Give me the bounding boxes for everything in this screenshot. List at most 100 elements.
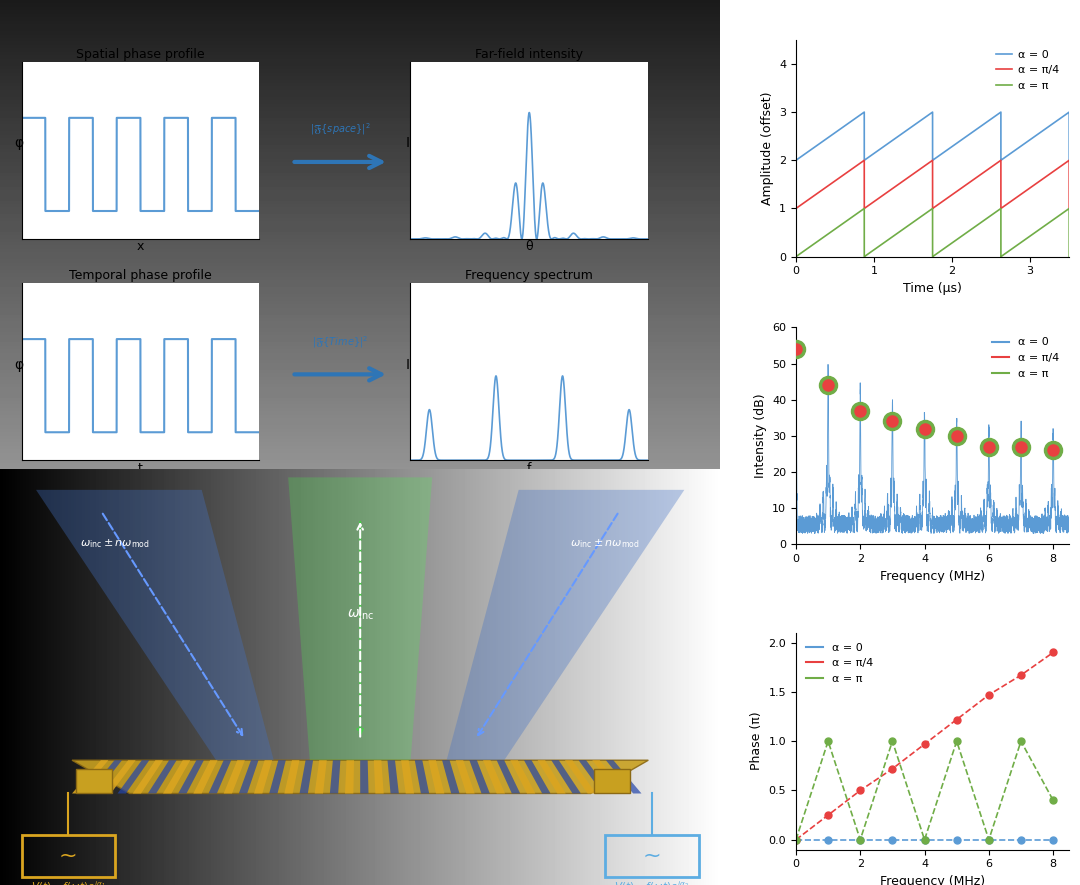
Text: $|\mathfrak{F}\{Time\}|^2$: $|\mathfrak{F}\{Time\}|^2$ — [312, 334, 368, 350]
α = π/4 — [1063, 204, 1076, 214]
Text: ~: ~ — [59, 846, 78, 866]
X-axis label: x: x — [137, 241, 144, 253]
α = 0 — [791, 154, 804, 165]
Text: $\omega_\mathrm{inc}\pm n\omega_\mathrm{mod}$: $\omega_\mathrm{inc}\pm n\omega_\mathrm{… — [570, 537, 640, 550]
Polygon shape — [388, 760, 399, 794]
Polygon shape — [163, 760, 190, 794]
α = π/4 — [800, 196, 813, 206]
Polygon shape — [208, 760, 231, 794]
Polygon shape — [269, 760, 286, 794]
Polygon shape — [374, 760, 383, 794]
α = 0 — [1049, 117, 1062, 127]
α = 0 — [1063, 155, 1076, 165]
X-axis label: Time (μs): Time (μs) — [903, 282, 962, 295]
Polygon shape — [538, 760, 566, 794]
Polygon shape — [360, 760, 368, 794]
Polygon shape — [288, 477, 432, 760]
α = π — [923, 205, 936, 216]
Legend: α = 0, α = π/4, α = π: α = 0, α = π/4, α = π — [801, 638, 877, 689]
α = π — [791, 250, 804, 261]
Polygon shape — [254, 760, 272, 794]
Polygon shape — [401, 760, 414, 794]
Polygon shape — [415, 760, 429, 794]
Title: Temporal phase profile: Temporal phase profile — [69, 269, 212, 282]
Line: α = 0: α = 0 — [796, 112, 1069, 160]
Text: $V(t) = f(\omega t)e^{i\alpha_1}$: $V(t) = f(\omega t)e^{i\alpha_1}$ — [31, 879, 106, 885]
Polygon shape — [551, 760, 581, 794]
α = π — [843, 213, 856, 224]
Polygon shape — [72, 760, 648, 794]
Y-axis label: I: I — [406, 358, 409, 372]
X-axis label: θ: θ — [526, 241, 534, 253]
Text: $V(t) = f(\omega t)e^{i\alpha_2}$: $V(t) = f(\omega t)e^{i\alpha_2}$ — [615, 879, 689, 885]
Y-axis label: Intensity (dB): Intensity (dB) — [754, 394, 767, 478]
Bar — [605, 835, 699, 877]
Polygon shape — [72, 760, 108, 794]
Polygon shape — [442, 760, 459, 794]
α = π — [800, 243, 813, 254]
Title: Far-field intensity: Far-field intensity — [475, 48, 583, 61]
Polygon shape — [511, 760, 536, 794]
X-axis label: f: f — [527, 462, 531, 474]
α = π — [1049, 213, 1062, 224]
Polygon shape — [579, 760, 611, 794]
α = π — [806, 240, 819, 250]
α = π/4 — [791, 203, 804, 213]
α = 0 — [800, 147, 813, 158]
Y-axis label: φ: φ — [14, 136, 24, 150]
Bar — [76, 768, 111, 794]
Polygon shape — [456, 760, 475, 794]
Bar — [22, 835, 116, 877]
Polygon shape — [483, 760, 505, 794]
α = π/4 — [789, 204, 802, 214]
Polygon shape — [103, 760, 136, 794]
Polygon shape — [329, 760, 340, 794]
Polygon shape — [565, 760, 596, 794]
Polygon shape — [524, 760, 551, 794]
Polygon shape — [497, 760, 521, 794]
X-axis label: Frequency (MHz): Frequency (MHz) — [880, 570, 985, 582]
Title: Spatial phase profile: Spatial phase profile — [77, 48, 205, 61]
Polygon shape — [148, 760, 177, 794]
α = π/4 — [995, 155, 1008, 165]
X-axis label: Frequency (MHz): Frequency (MHz) — [880, 875, 985, 885]
Polygon shape — [224, 760, 245, 794]
Polygon shape — [592, 760, 626, 794]
α = 0 — [843, 117, 856, 127]
Y-axis label: Amplitude (offset): Amplitude (offset) — [760, 91, 773, 205]
Polygon shape — [299, 760, 313, 794]
Polygon shape — [118, 760, 149, 794]
Polygon shape — [447, 490, 685, 760]
Y-axis label: I: I — [406, 136, 409, 150]
Polygon shape — [36, 490, 273, 760]
Polygon shape — [239, 760, 258, 794]
Text: $\omega_\mathrm{inc}$: $\omega_\mathrm{inc}$ — [347, 607, 374, 622]
α = 0 — [806, 143, 819, 154]
Text: ~: ~ — [643, 846, 661, 866]
α = π — [789, 251, 802, 262]
α = π — [995, 204, 1008, 214]
Bar — [594, 768, 631, 794]
Polygon shape — [345, 760, 354, 794]
Polygon shape — [178, 760, 204, 794]
Polygon shape — [470, 760, 490, 794]
X-axis label: t: t — [138, 462, 143, 474]
Polygon shape — [314, 760, 327, 794]
Y-axis label: φ: φ — [14, 358, 24, 372]
α = π/4 — [806, 192, 819, 203]
Legend: α = 0, α = π/4, α = π: α = 0, α = π/4, α = π — [991, 45, 1064, 96]
Line: α = π/4: α = π/4 — [796, 160, 1069, 209]
Polygon shape — [193, 760, 217, 794]
Text: $|\mathfrak{F}\{space\}|^2$: $|\mathfrak{F}\{space\}|^2$ — [310, 121, 370, 137]
Y-axis label: Phase (π): Phase (π) — [750, 712, 762, 771]
α = 0 — [923, 109, 936, 119]
α = π — [1063, 251, 1076, 262]
Line: α = π: α = π — [796, 209, 1069, 257]
Title: Frequency spectrum: Frequency spectrum — [465, 269, 593, 282]
Polygon shape — [133, 760, 163, 794]
Polygon shape — [606, 760, 642, 794]
Text: $\omega_\mathrm{inc}\pm n\omega_\mathrm{mod}$: $\omega_\mathrm{inc}\pm n\omega_\mathrm{… — [80, 537, 150, 550]
Polygon shape — [429, 760, 444, 794]
α = π/4 — [843, 165, 856, 176]
α = π/4 — [1049, 165, 1062, 176]
